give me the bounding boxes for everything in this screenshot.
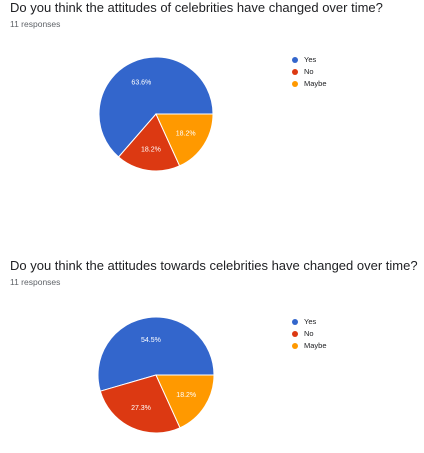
- pie-slice-maybe: [155, 113, 214, 167]
- legend-item-maybe: Maybe: [292, 340, 327, 352]
- question-title: Do you think the attitudes of celebritie…: [10, 0, 383, 15]
- legend-swatch: [292, 319, 298, 325]
- pie-chart: 54.5% 27.3% 18.2%: [97, 316, 215, 434]
- question-title: Do you think the attitudes towards celeb…: [10, 258, 418, 273]
- legend-label: Yes: [304, 55, 317, 64]
- legend-swatch: [292, 331, 298, 337]
- legend-item-yes: Yes: [292, 316, 327, 328]
- pie-slice-no: [99, 374, 181, 434]
- slice-label-maybe: 18.2%: [176, 392, 196, 399]
- slice-label-no: 18.2%: [141, 146, 161, 153]
- legend-item-no: No: [292, 328, 327, 340]
- legend-label: No: [304, 67, 314, 76]
- slice-label-maybe: 18.2%: [176, 131, 196, 138]
- legend-swatch: [292, 343, 298, 349]
- legend-swatch: [292, 57, 298, 63]
- legend-item-no: No: [292, 66, 327, 78]
- slice-label-no: 27.3%: [131, 405, 151, 412]
- response-count: 11 responses: [10, 277, 61, 287]
- response-count: 11 responses: [10, 19, 61, 29]
- legend-swatch: [292, 81, 298, 87]
- question-card-2: Do you think the attitudes towards celeb…: [0, 258, 424, 453]
- pie-slice-yes: [97, 316, 215, 392]
- question-card-1: Do you think the attitudes of celebritie…: [10, 0, 383, 172]
- legend-label: Maybe: [304, 79, 327, 88]
- slice-label-yes: 54.5%: [141, 337, 161, 344]
- legend-item-yes: Yes: [292, 54, 327, 66]
- pie-slice-yes: [98, 56, 214, 158]
- pie-chart: 63.6% 18.2% 18.2%: [98, 56, 214, 172]
- pie-slice-no: [117, 113, 181, 172]
- chart-legend: Yes No Maybe: [292, 54, 327, 90]
- legend-swatch: [292, 69, 298, 75]
- legend-item-maybe: Maybe: [292, 78, 327, 90]
- pie-slice-maybe: [155, 374, 215, 429]
- slice-label-yes: 63.6%: [131, 79, 151, 86]
- legend-label: Yes: [304, 317, 317, 326]
- legend-label: Maybe: [304, 341, 327, 350]
- chart-legend: Yes No Maybe: [292, 316, 327, 352]
- legend-label: No: [304, 329, 314, 338]
